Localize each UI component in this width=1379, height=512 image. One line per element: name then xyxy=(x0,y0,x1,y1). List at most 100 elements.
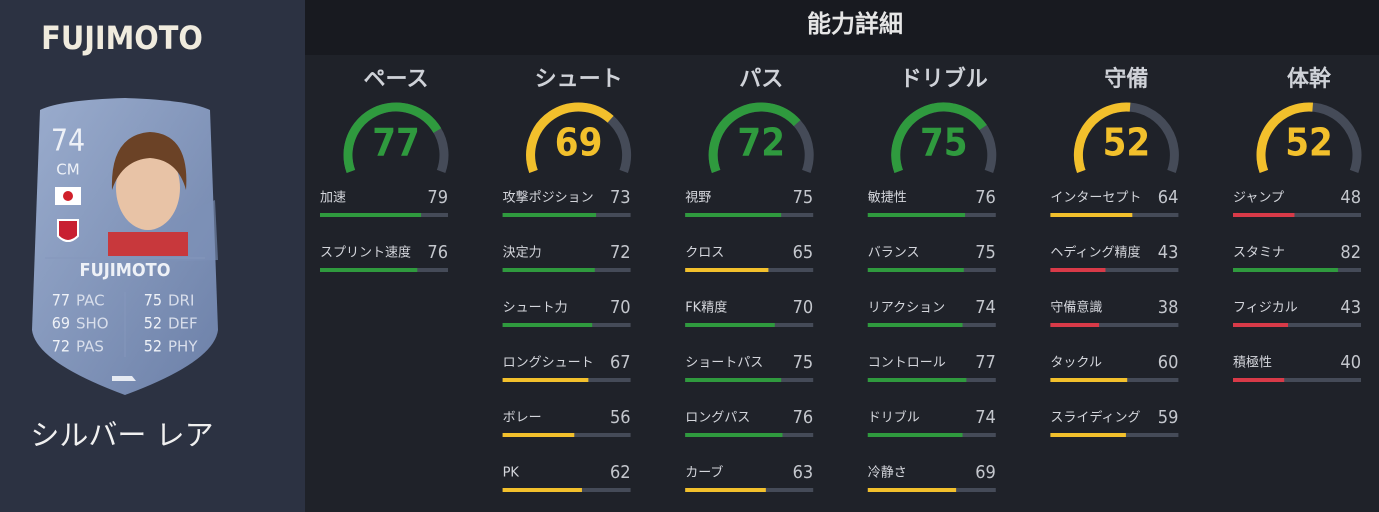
attribute-value: 73 xyxy=(610,187,631,208)
attribute-value: 48 xyxy=(1340,187,1361,208)
attribute-value: 70 xyxy=(610,297,631,318)
attribute-bar xyxy=(1050,268,1106,272)
attribute-value: 40 xyxy=(1340,352,1361,373)
gauge-fill xyxy=(343,102,442,173)
attribute-value: 43 xyxy=(1158,242,1179,263)
attribute-track xyxy=(1050,268,1179,272)
attribute-value: 43 xyxy=(1340,297,1361,318)
attribute-name: ボレー xyxy=(503,411,542,426)
attribute-value: 75 xyxy=(793,352,814,373)
attribute-bar xyxy=(1050,433,1126,437)
attribute-name: インターセプト xyxy=(1050,191,1141,206)
card-stat-label: DRI xyxy=(168,292,194,310)
gauge-value: 75 xyxy=(920,121,968,165)
attribute-name: フィジカル xyxy=(1233,301,1298,316)
attribute-value: 64 xyxy=(1158,187,1179,208)
attribute-name: バランス xyxy=(868,246,920,261)
category-title: シュート xyxy=(535,67,623,92)
category-title: 体幹 xyxy=(1287,66,1332,92)
category-title: ドリブル xyxy=(900,66,988,92)
attribute-name: 積極性 xyxy=(1233,355,1272,371)
attribute-bar xyxy=(1050,213,1133,217)
attribute-bar xyxy=(502,213,597,217)
attribute-value: 74 xyxy=(975,407,996,428)
attribute-bar xyxy=(685,323,775,327)
attribute-name: スタミナ xyxy=(1233,246,1285,261)
attribute-value: 38 xyxy=(1158,297,1179,318)
attribute-value: 60 xyxy=(1158,352,1179,373)
player-card: 74 CM FUJIMOTO xyxy=(32,98,218,395)
club-badge xyxy=(57,219,79,242)
attribute-name: タックル xyxy=(1050,356,1102,371)
attribute-bar xyxy=(685,488,766,492)
attribute-value: 75 xyxy=(975,242,996,263)
attribute-bar xyxy=(867,323,963,327)
card-name: FUJIMOTO xyxy=(80,260,171,281)
player-name: FUJIMOTO xyxy=(41,19,203,57)
attribute-bar xyxy=(1233,268,1338,272)
card-rarity: シルバー レア xyxy=(30,418,213,452)
attribute-bar xyxy=(685,268,769,272)
attribute-value: 76 xyxy=(793,407,814,428)
category-title: ペース xyxy=(364,67,429,92)
card-stat-label: SHO xyxy=(76,315,109,333)
card-stat-value: 77 xyxy=(52,291,70,310)
card-stat-label: PAS xyxy=(76,338,104,356)
attribute-bar xyxy=(1233,378,1285,382)
card-rating: 74 xyxy=(51,124,85,159)
gauge-fill xyxy=(1073,102,1131,173)
gauge-value: 69 xyxy=(555,121,603,165)
attribute-name: ドリブル xyxy=(868,410,920,426)
card-stat-value: 72 xyxy=(52,337,70,356)
attribute-bar xyxy=(867,488,957,492)
attribute-bar xyxy=(867,378,967,382)
attribute-value: 82 xyxy=(1340,242,1361,263)
flag-circle xyxy=(63,191,73,201)
attribute-track xyxy=(1233,378,1361,382)
attribute-value: 65 xyxy=(793,242,814,263)
attribute-name: コントロール xyxy=(868,356,946,371)
attribute-track xyxy=(1050,323,1179,327)
header-title: 能力詳細 xyxy=(807,10,903,38)
attribute-bar xyxy=(685,378,782,382)
attribute-name: 冷静さ xyxy=(868,466,907,481)
attribute-name: 敏捷性 xyxy=(868,191,907,206)
attribute-bar xyxy=(867,268,964,272)
attribute-value: 62 xyxy=(610,462,631,483)
card-stat-label: DEF xyxy=(168,315,198,333)
card-position: CM xyxy=(56,161,79,179)
attribute-bar xyxy=(1050,323,1100,327)
attribute-name: ロングパス xyxy=(685,411,750,426)
attribute-name: スプリント速度 xyxy=(320,245,411,261)
attribute-value: 75 xyxy=(793,187,814,208)
header-bar xyxy=(305,0,1379,55)
gauge-fill xyxy=(891,102,987,173)
attribute-bar xyxy=(320,213,422,217)
attribute-name: クロス xyxy=(685,246,724,261)
attribute-name: 決定力 xyxy=(503,246,542,261)
gauge-value: 72 xyxy=(737,121,785,165)
attribute-name: 守備意識 xyxy=(1050,300,1102,316)
attribute-bar xyxy=(867,213,966,217)
attribute-value: 56 xyxy=(610,407,631,428)
category-title: 守備 xyxy=(1104,66,1148,92)
attribute-track xyxy=(1233,323,1361,327)
player-hair xyxy=(111,132,187,190)
attribute-value: 72 xyxy=(610,242,631,263)
category-title: パス xyxy=(739,67,783,92)
attribute-name: FK精度 xyxy=(685,300,727,316)
attribute-value: 77 xyxy=(975,352,996,373)
gauge-fill xyxy=(708,102,801,173)
card-stat-label: PAC xyxy=(76,292,105,310)
attribute-name: 加速 xyxy=(320,191,346,206)
player-face xyxy=(116,146,180,230)
attribute-value: 67 xyxy=(610,352,631,373)
attribute-value: 63 xyxy=(793,462,814,483)
attribute-value: 69 xyxy=(975,462,996,483)
attribute-bar xyxy=(502,268,595,272)
card-stat-value: 52 xyxy=(144,314,162,333)
card-stat-value: 52 xyxy=(144,337,162,356)
attribute-bar xyxy=(502,378,589,382)
attribute-name: ロングシュート xyxy=(503,356,594,371)
attribute-value: 59 xyxy=(1158,407,1179,428)
